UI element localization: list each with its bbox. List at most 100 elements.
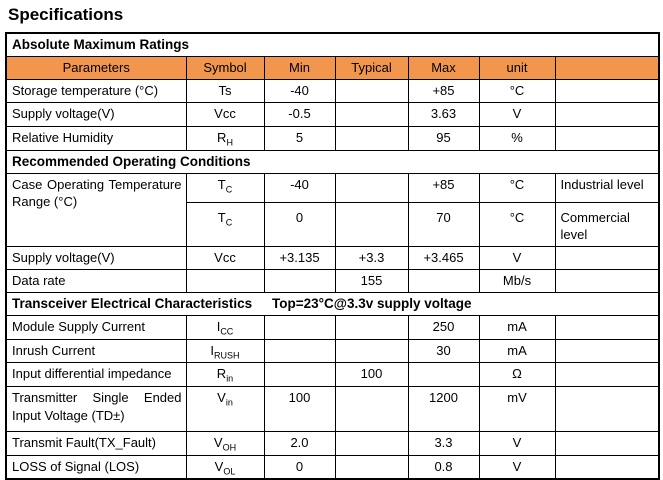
row-storage-temperature: Storage temperature (°C) Ts -40 +85 °C: [5, 78, 660, 104]
param-cell: Supply voltage(V): [5, 245, 187, 271]
section-title-left: Transceiver Electrical Characteristics: [12, 296, 253, 311]
param-cell: Supply voltage(V): [5, 102, 187, 127]
row-inrush-current: Inrush Current IRUSH 30 mA: [5, 338, 660, 364]
param-line-1: Transmitter Single Ended: [12, 390, 182, 405]
col-header-min: Min: [263, 56, 336, 80]
min-cell: 5: [263, 125, 336, 151]
col-header-unit: unit: [478, 56, 556, 80]
section-title: Recommended Operating Conditions: [5, 149, 660, 174]
unit-cell: °C: [478, 172, 556, 203]
symbol-cell: [185, 269, 265, 293]
param-cell: LOSS of Signal (LOS): [5, 454, 187, 480]
note-cell: [554, 338, 660, 364]
note-cell: [554, 386, 660, 432]
min-cell: -40: [263, 172, 336, 203]
symbol-cell: Rin: [185, 362, 265, 387]
typical-cell: [334, 431, 409, 456]
unit-cell: °C: [478, 78, 556, 104]
min-cell: -40: [263, 78, 336, 104]
min-cell: [263, 338, 336, 364]
row-module-supply-current: Module Supply Current ICC 250 mA: [5, 315, 660, 340]
col-header-parameters: Parameters: [5, 56, 187, 80]
note-cell: [554, 362, 660, 387]
section-title: Transceiver Electrical Characteristics T…: [5, 291, 660, 317]
typical-cell: [334, 454, 409, 480]
row-loss-of-signal: LOSS of Signal (LOS) VOL 0 0.8 V: [5, 454, 660, 480]
min-cell: 2.0: [263, 431, 336, 456]
section-title: Absolute Maximum Ratings: [5, 32, 660, 58]
row-relative-humidity: Relative Humidity RH 5 95 %: [5, 125, 660, 151]
max-cell: 95: [407, 125, 480, 151]
row-case-temperature-commercial: TC 0 70 °C Commercial level: [6, 201, 660, 247]
section-row-recommended-operating-conditions: Recommended Operating Conditions: [5, 149, 660, 174]
typical-cell: 155: [334, 269, 409, 293]
symbol-cell: TC: [185, 172, 265, 203]
unit-cell: Ω: [478, 362, 556, 387]
min-cell: 100: [263, 386, 336, 432]
param-cell: Storage temperature (°C): [5, 78, 187, 104]
typical-cell: [334, 78, 409, 104]
specifications-table: Absolute Maximum Ratings Parameters Symb…: [5, 32, 661, 480]
typical-cell: [334, 386, 409, 432]
param-cell: Case Operating Temperature Range (°C): [5, 172, 187, 247]
typical-cell: [334, 315, 409, 340]
note-cell: [554, 78, 660, 104]
col-header-typical: Typical: [334, 56, 409, 80]
section-title-condition: Top=23°C@3.3v supply voltage: [272, 296, 472, 311]
param-line-1: Case Operating Temperature: [12, 176, 182, 192]
min-cell: [263, 362, 336, 387]
unit-cell: V: [478, 245, 556, 271]
min-cell: -0.5: [263, 102, 336, 127]
min-cell: 0: [263, 201, 336, 247]
min-cell: 0: [263, 454, 336, 480]
param-cell: Relative Humidity: [5, 125, 187, 151]
max-cell: 70: [407, 201, 480, 247]
max-cell: 1200: [407, 386, 480, 432]
col-header-extra: [554, 56, 660, 80]
section-row-transceiver-electrical-characteristics: Transceiver Electrical Characteristics T…: [5, 291, 660, 317]
param-cell: Transmitter Single Ended Input Voltage (…: [5, 386, 187, 432]
unit-cell: %: [478, 125, 556, 151]
row-supply-voltage-rec: Supply voltage(V) Vcc +3.135 +3.3 +3.465…: [5, 245, 660, 271]
note-cell: [554, 102, 660, 127]
row-input-differential-impedance: Input differential impedance Rin 100 Ω: [5, 362, 660, 387]
symbol-cell: Vcc: [185, 102, 265, 127]
param-cell: Input differential impedance: [5, 362, 187, 387]
row-transmitter-input-voltage: Transmitter Single Ended Input Voltage (…: [5, 386, 660, 432]
max-cell: +3.465: [407, 245, 480, 271]
symbol-cell: ICC: [185, 315, 265, 340]
max-cell: 3.63: [407, 102, 480, 127]
symbol-cell: Vin: [185, 386, 265, 432]
unit-cell: mA: [478, 315, 556, 340]
symbol-cell: VOL: [185, 454, 265, 480]
unit-cell: mV: [478, 386, 556, 432]
note-cell: [554, 245, 660, 271]
param-cell: Inrush Current: [5, 338, 187, 364]
unit-cell: Mb/s: [478, 269, 556, 293]
param-cell: Data rate: [5, 269, 187, 293]
typical-cell: [334, 201, 409, 247]
typical-cell: +3.3: [334, 245, 409, 271]
typical-cell: [334, 172, 409, 203]
min-cell: [263, 269, 336, 293]
note-cell: [554, 454, 660, 480]
note-cell: [554, 125, 660, 151]
unit-cell: V: [478, 102, 556, 127]
max-cell: +85: [407, 172, 480, 203]
note-cell: [554, 431, 660, 456]
symbol-cell: RH: [185, 125, 265, 151]
max-cell: 3.3: [407, 431, 480, 456]
note-cell: Commercial level: [554, 201, 660, 247]
symbol-cell: VOH: [185, 431, 265, 456]
column-header-row: Parameters Symbol Min Typical Max unit: [5, 56, 660, 80]
unit-cell: mA: [478, 338, 556, 364]
max-cell: 250: [407, 315, 480, 340]
max-cell: [407, 269, 480, 293]
unit-cell: V: [478, 431, 556, 456]
max-cell: 30: [407, 338, 480, 364]
typical-cell: [334, 102, 409, 127]
row-transmit-fault: Transmit Fault(TX_Fault) VOH 2.0 3.3 V: [5, 431, 660, 456]
symbol-cell: Ts: [185, 78, 265, 104]
typical-cell: [334, 338, 409, 364]
page-title: Specifications: [8, 5, 124, 24]
